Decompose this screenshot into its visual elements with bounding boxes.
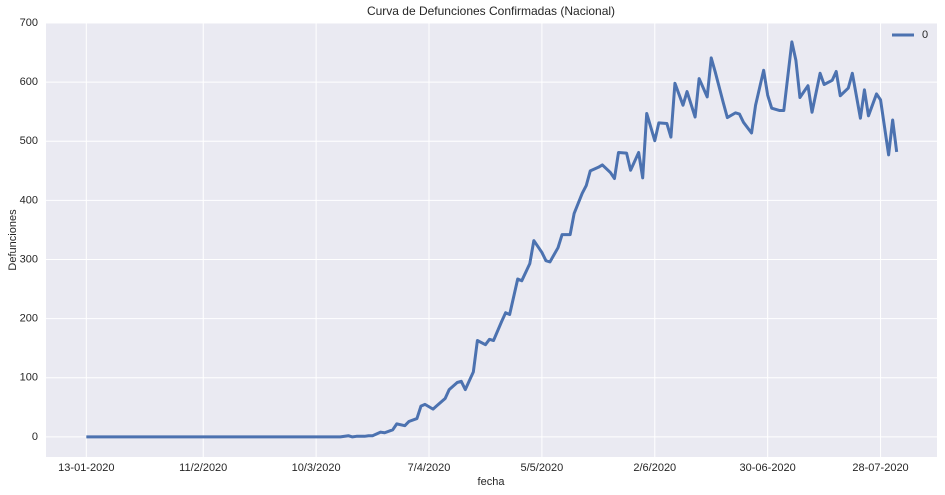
y-tick-label: 200 — [20, 313, 38, 325]
x-tick-label: 30-06-2020 — [740, 462, 796, 474]
x-tick-label: 13-01-2020 — [58, 462, 114, 474]
x-tick-label: 2/6/2020 — [633, 462, 676, 474]
y-tick-label: 0 — [32, 431, 38, 443]
legend-label: 0 — [922, 29, 928, 41]
x-tick-label: 28-07-2020 — [852, 462, 908, 474]
y-axis-label: Defunciones — [7, 209, 19, 271]
marks — [86, 40, 899, 439]
grid: 0 100 200 300 400 500 600 700 13-01-2020 11/2/202… — [20, 17, 937, 474]
y-tick-label: 300 — [20, 253, 38, 265]
chart-title: Curva de Defunciones Confirmadas (Nacion… — [367, 4, 615, 18]
legend: 0 — [892, 29, 928, 41]
plot-area — [46, 23, 937, 457]
y-tick-label: 100 — [20, 372, 38, 384]
y-tick-label: 700 — [20, 17, 38, 29]
data-line — [86, 40, 899, 439]
x-axis-label: fecha — [478, 476, 506, 488]
x-tick-label: 5/5/2020 — [520, 462, 563, 474]
x-tick-label: 7/4/2020 — [408, 462, 451, 474]
y-tick-label: 600 — [20, 76, 38, 88]
y-tick-label: 400 — [20, 194, 38, 206]
y-tick-label: 500 — [20, 135, 38, 147]
x-tick-label: 11/2/2020 — [179, 462, 227, 474]
x-tick-label: 10/3/2020 — [292, 462, 341, 474]
